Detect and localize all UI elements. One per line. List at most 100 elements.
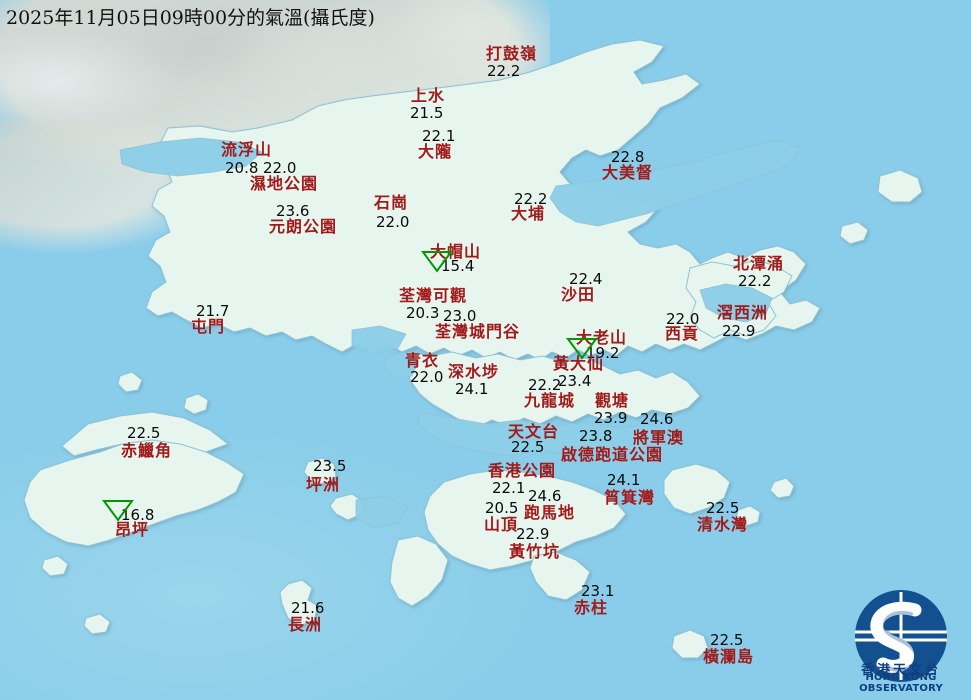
port-shelter-water [699,283,773,323]
station-temperature-value: 22.2 [528,376,562,394]
station-temperature-value: 24.6 [640,410,674,428]
page-title: 2025年11月05日09時00分的氣溫(攝氏度) [6,7,375,29]
station-name: 沙田 [561,285,596,304]
station-temperature-value: 22.5 [511,438,545,456]
station-temperature-value: 24.1 [607,471,641,489]
outer-islet-sw [41,555,69,577]
station-temperature-value: 23.9 [594,409,628,427]
station-temperature-value: 22.9 [516,525,550,543]
victoria-harbour-water [417,411,669,457]
station-name: 筲箕灣 [604,488,656,507]
station-temperature-value: 22.5 [706,499,740,517]
station-name: 赤柱 [574,598,609,617]
station-marker-triangle [566,338,598,360]
station-name: 清水灣 [697,515,749,534]
station-name: 大帽山 [430,242,482,261]
station-name: 濕地公園 [250,174,319,193]
station-name: 將軍澳 [633,428,685,447]
station-temperature-value: 21.5 [410,104,444,122]
station-name: 荃灣可觀 [399,286,468,305]
station-name: 黃竹坑 [509,542,561,561]
station-temperature-value: 22.1 [422,127,456,145]
station-name: 跑馬地 [524,503,576,522]
station-name: 打鼓嶺 [486,44,538,63]
station-name: 啟德跑道公園 [561,445,664,464]
logo-name-en: HONG KONG OBSERVATORY [859,672,943,694]
cheung-chau-island [279,579,319,627]
station-name: 九龍城 [524,391,576,410]
station-name: 上水 [411,86,446,105]
station-name: 大美督 [602,163,654,182]
hko-logo-icon [855,590,947,682]
station-name: 流浮山 [221,140,273,159]
brothers-islets [183,393,209,415]
station-temperature-value: 23.4 [558,372,592,390]
station-name: 黃大仙 [553,354,605,373]
ninepin-islets [769,477,795,499]
station-temperature-value: 23.1 [581,582,615,600]
station-temperature-value: 22.0 [666,310,700,328]
station-temperature-value: 22.1 [492,479,526,497]
station-name: 赤鱲角 [121,441,173,460]
station-marker-triangle [102,500,134,522]
station-temperature-value: 20.5 [485,499,519,517]
station-name: 北潭涌 [733,254,785,273]
station-name: 大隴 [418,142,453,161]
station-name: 橫瀾島 [703,647,755,666]
tung-ping-chau-island [877,169,923,203]
station-temperature-value: 22.5 [710,631,744,649]
lamma-island [389,535,449,607]
station-name: 昂坪 [115,520,150,539]
station-name: 大老山 [576,328,628,347]
station-temperature-value: 22.2 [514,190,548,208]
station-name: 大埔 [511,204,546,223]
station-name: 深水埗 [448,362,500,381]
hei-ling-chau-island [329,493,365,521]
station-name: 石崗 [374,193,409,212]
station-temperature-value: 23.0 [443,307,477,325]
station-temperature-value: 16.8 [121,506,155,524]
po-toi-islands [671,629,709,659]
station-temperature-value: 22.0 [376,213,410,231]
lantau-north-shore [61,411,230,457]
station-temperature-value: 22.0 [263,159,297,177]
station-name: 青衣 [405,351,440,370]
new-territories-landmass [145,39,821,361]
station-temperature-value: 23.5 [313,457,347,475]
station-temperature-value: 22.2 [487,62,521,80]
station-temperature-value: 21.6 [291,599,325,617]
station-temperature-value: 22.2 [738,272,772,290]
station-temperature-value: 22.9 [722,322,756,340]
station-temperature-value: 24.1 [455,380,489,398]
station-temperature-value: 23.8 [579,427,613,445]
station-temperature-value: 22.8 [611,148,645,166]
station-name: 元朗公園 [269,217,338,236]
tolo-harbour-water [549,139,801,227]
peng-chau-island [303,457,337,485]
station-marker-triangle [421,251,453,273]
tathong-islets [735,505,761,527]
logo-name-cn: 香港天文台 [860,663,941,678]
station-temperature-value: 22.0 [410,368,444,386]
tsuen-wan-channel-water [351,325,407,355]
station-temperature-value: 21.7 [196,302,230,320]
station-name: 坪洲 [306,475,341,494]
station-name: 長洲 [288,615,323,634]
soko-islands [83,613,111,635]
station-name: 觀塘 [595,391,630,410]
sha-chau-islet [117,371,143,393]
station-name: 山頂 [484,515,519,534]
station-temperature-value: 20.3 [406,304,440,322]
station-name: 屯門 [191,317,226,336]
station-temperature-value: 24.6 [528,487,562,505]
station-name: 西貢 [665,324,700,343]
lamma-channel-water [355,495,409,529]
station-temperature-value: 22.5 [127,424,161,442]
deep-bay-water [119,137,263,177]
station-temperature-value: 23.6 [276,202,310,220]
rambler-channel-water [383,351,419,379]
station-name: 荃灣城門谷 [435,322,521,341]
station-temperature-value: 19.2 [586,344,620,362]
